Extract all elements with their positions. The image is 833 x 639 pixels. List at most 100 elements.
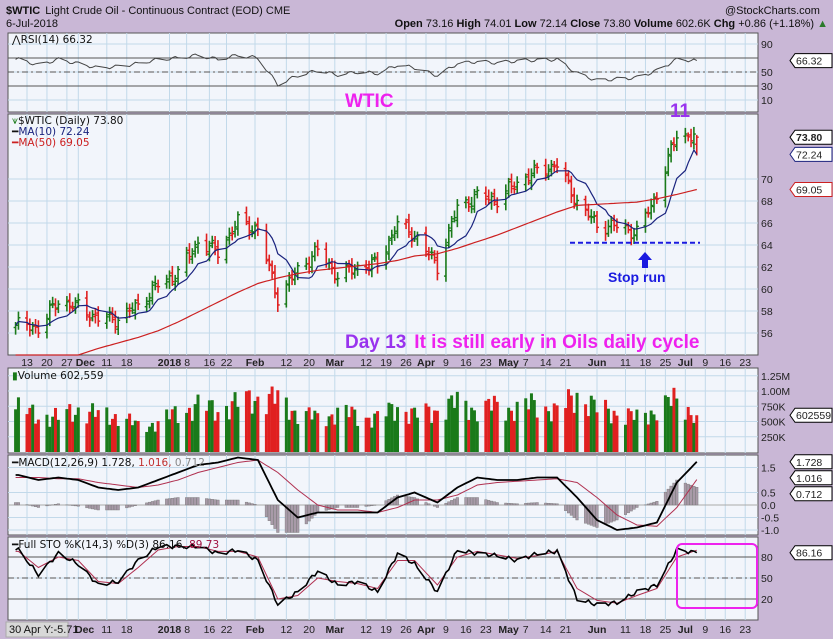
price-bar bbox=[104, 312, 109, 329]
volume-bar bbox=[207, 400, 211, 452]
price-bar bbox=[409, 227, 414, 248]
macd-histogram-bar bbox=[532, 502, 536, 506]
date-tick-label: 20 bbox=[303, 624, 315, 636]
price-bar bbox=[586, 203, 591, 221]
date-tick-label: 18 bbox=[640, 624, 652, 636]
macd-histogram-bar bbox=[404, 496, 408, 506]
macd-histogram-bar bbox=[453, 498, 457, 506]
price-bar bbox=[364, 260, 369, 274]
volume-bar bbox=[136, 421, 140, 452]
volume-bar bbox=[495, 401, 499, 452]
volume-bar bbox=[113, 414, 117, 452]
price-bar bbox=[452, 210, 457, 223]
annotation-comment: It is still early in Oils daily cycle bbox=[414, 332, 699, 353]
symbol: $WTIC bbox=[6, 5, 40, 17]
macd-histogram-bar bbox=[110, 504, 114, 511]
y-tick-label: 50 bbox=[761, 67, 773, 79]
macd-histogram-bar bbox=[415, 498, 419, 506]
volume-bar bbox=[225, 405, 228, 452]
macd-histogram-bar bbox=[113, 504, 117, 511]
volume-bar bbox=[632, 419, 636, 452]
y-tick-label: 90 bbox=[761, 39, 773, 51]
price-bar bbox=[16, 311, 21, 330]
volume-bar bbox=[173, 406, 177, 452]
y-tick-label: 62 bbox=[761, 262, 773, 274]
date-tick-label: 18 bbox=[121, 624, 133, 636]
volume-bar bbox=[695, 415, 699, 452]
price-bar bbox=[532, 159, 537, 179]
volume-bar bbox=[535, 417, 539, 452]
ma50-line bbox=[15, 188, 697, 356]
macd-histogram-bar bbox=[413, 497, 417, 506]
date-tick-label: 7 bbox=[523, 624, 529, 636]
macd-histogram-bar bbox=[444, 503, 448, 506]
date-tick-label: 16 bbox=[460, 624, 472, 636]
highlight-box bbox=[676, 543, 758, 609]
volume-bar bbox=[296, 423, 300, 452]
y-tick-label: 10 bbox=[761, 95, 773, 107]
date-tick-label: Mar bbox=[326, 357, 345, 369]
date-tick-label: 23 bbox=[480, 624, 492, 636]
y-tick-label: 64 bbox=[761, 240, 773, 252]
price-bar bbox=[691, 126, 696, 150]
volume-bar bbox=[669, 405, 673, 452]
volume-bar bbox=[165, 409, 169, 452]
macd-histogram-bar bbox=[205, 498, 209, 506]
annotation-wtic: WTIC bbox=[345, 91, 394, 112]
volume-bar bbox=[230, 401, 234, 452]
macd-histogram-bar bbox=[71, 504, 75, 506]
volume-bar bbox=[276, 390, 280, 452]
price-bar bbox=[674, 130, 679, 152]
macd-signal-line bbox=[15, 459, 698, 527]
price-bar bbox=[156, 279, 161, 293]
volume-bar bbox=[250, 413, 254, 452]
macd-histogram-bar bbox=[567, 504, 571, 514]
date-tick-label: 22 bbox=[221, 357, 233, 369]
macd-histogram-bar bbox=[148, 501, 152, 506]
macd-histogram-bar bbox=[649, 502, 653, 506]
price-bar bbox=[267, 254, 272, 272]
date-tick-label: 16 bbox=[460, 357, 472, 369]
macd-histogram-bar bbox=[176, 497, 180, 506]
volume-bar bbox=[347, 417, 351, 452]
volume-bar bbox=[544, 406, 548, 452]
chart-date: 6-Jul-2018 bbox=[6, 18, 58, 30]
y-tick-label: -0.5 bbox=[761, 513, 779, 525]
panel-price bbox=[7, 113, 759, 356]
macd-histogram-bar bbox=[692, 485, 696, 506]
volume-bar bbox=[150, 422, 154, 452]
price-bar bbox=[466, 196, 471, 212]
macd-histogram-bar bbox=[253, 504, 257, 506]
volume-bar bbox=[384, 416, 388, 452]
price-bar bbox=[486, 189, 491, 205]
value-box bbox=[789, 181, 833, 197]
value-box-text: 69.05 bbox=[796, 184, 822, 196]
macd-histogram-bar bbox=[76, 504, 80, 507]
annotation-day: Day 13 bbox=[345, 332, 406, 353]
volume-bar bbox=[427, 406, 431, 452]
price-bar bbox=[666, 147, 671, 177]
price-bar bbox=[147, 292, 152, 309]
volume-bar bbox=[344, 404, 348, 452]
volume-bar bbox=[692, 422, 696, 452]
y-tick-label: 1.5 bbox=[761, 463, 776, 475]
volume-bar bbox=[390, 404, 394, 452]
volume-bar bbox=[424, 403, 428, 452]
volume-bar bbox=[686, 407, 690, 452]
price-bar bbox=[250, 225, 255, 238]
date-tick-label: Jun bbox=[588, 357, 607, 369]
price-bar bbox=[170, 265, 175, 286]
volume-bar bbox=[287, 419, 291, 452]
watermark: @StockCharts.com bbox=[725, 5, 820, 17]
volume-bar bbox=[567, 389, 570, 452]
volume-bar bbox=[666, 397, 670, 452]
y-tick-label: 60 bbox=[761, 284, 773, 296]
volume-bar bbox=[233, 392, 237, 452]
macd-histogram-bar bbox=[307, 504, 311, 522]
macd-histogram-bar bbox=[145, 502, 149, 506]
value-box bbox=[789, 407, 833, 423]
date-tick-label: 8 bbox=[184, 624, 190, 636]
volume-bar bbox=[273, 403, 277, 452]
volume-bar bbox=[108, 424, 112, 452]
volume-bar bbox=[549, 421, 553, 452]
